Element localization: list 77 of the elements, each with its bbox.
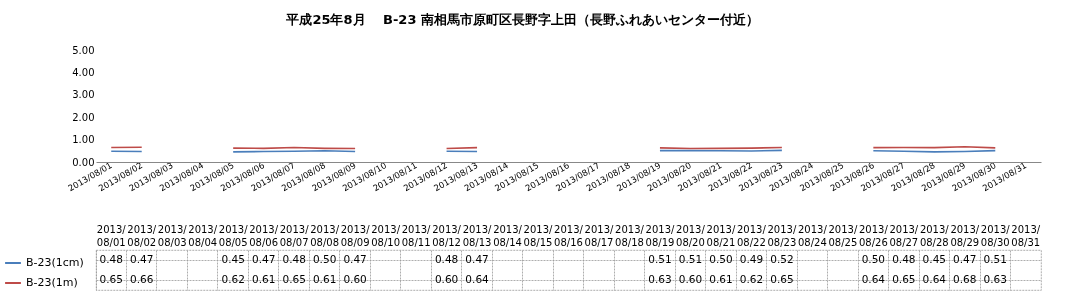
data-label: 0.51 (983, 253, 1007, 265)
legend-label: B-23(1cm) (26, 256, 84, 269)
category-label: 2013/08/19 (645, 223, 675, 248)
data-label: 0.51 (678, 253, 703, 265)
y-tick-label: 4.00 (72, 66, 95, 78)
data-label: 0.62 (221, 273, 245, 285)
data-label: 0.65 (282, 273, 306, 285)
category-label: 2013/08/18 (615, 223, 644, 248)
category-label: 2013/08/15 (523, 223, 553, 248)
data-label: 0.63 (983, 273, 1007, 285)
category-label: 2013/08/02 (127, 223, 157, 248)
category-label: 2013/08/26 (858, 223, 888, 248)
category-label: 2013/08/09 (340, 223, 370, 248)
data-label: 0.65 (99, 273, 123, 285)
category-label: 2013/08/08 (310, 223, 340, 248)
y-tick-label: 5.00 (72, 44, 95, 56)
data-label: 0.60 (343, 273, 367, 285)
category-label: 2013/08/11 (401, 223, 431, 248)
data-label: 0.50 (861, 253, 886, 265)
category-label: 2013/08/14 (493, 223, 522, 248)
data-label: 0.50 (312, 253, 337, 265)
data-label: 0.51 (648, 253, 672, 265)
category-label: 2013/08/04 (188, 223, 218, 248)
y-tick-label: 1.00 (72, 134, 95, 146)
data-label: 0.52 (770, 253, 794, 265)
category-label: 2013/08/06 (249, 223, 279, 248)
y-tick-label: 3.00 (72, 89, 95, 101)
data-label: 0.48 (434, 253, 459, 265)
category-label: 2013/08/07 (279, 223, 309, 248)
data-label: 0.61 (251, 273, 276, 285)
data-label: 0.61 (709, 273, 733, 285)
data-label: 0.66 (130, 273, 154, 285)
data-label: 0.62 (739, 273, 764, 285)
data-label: 0.47 (130, 253, 154, 265)
data-label: 0.45 (221, 253, 245, 265)
data-label: 0.47 (953, 253, 977, 265)
category-label: 2013/08/13 (462, 223, 492, 248)
category-label: 2013/08/31 (1011, 223, 1041, 248)
data-label: 0.65 (892, 273, 916, 285)
category-label: 2013/08/12 (432, 223, 461, 248)
category-label: 2013/08/17 (584, 223, 614, 248)
data-label: 0.60 (434, 273, 459, 285)
data-label: 0.50 (709, 253, 733, 265)
y-tick-label: 2.00 (72, 111, 95, 123)
category-label: 2013/08/24 (797, 223, 827, 248)
data-label: 0.64 (465, 273, 490, 285)
data-label: 0.48 (99, 253, 123, 265)
data-label: 0.65 (770, 273, 794, 285)
data-label: 0.64 (922, 273, 947, 285)
data-label: 0.45 (922, 253, 946, 265)
category-label: 2013/08/27 (889, 223, 919, 248)
category-label: 2013/08/21 (706, 223, 736, 248)
data-label: 0.60 (678, 273, 703, 285)
legend-label: B-23(1m) (26, 276, 78, 289)
category-label: 2013/08/01 (96, 223, 126, 248)
category-label: 2013/08/29 (950, 223, 980, 248)
category-label: 2013/08/16 (554, 223, 583, 248)
data-label: 0.47 (343, 253, 367, 265)
category-label: 2013/08/25 (828, 223, 858, 248)
category-label: 2013/08/22 (736, 223, 766, 248)
data-label: 0.64 (861, 273, 886, 285)
data-label: 0.68 (953, 273, 977, 285)
category-label: 2013/08/05 (218, 223, 248, 248)
category-label: 2013/08/20 (676, 223, 705, 248)
data-label: 0.63 (648, 273, 672, 285)
category-label: 2013/08/28 (919, 223, 949, 248)
data-label: 0.49 (739, 253, 764, 265)
category-label: 2013/08/10 (371, 223, 401, 248)
category-label: 2013/08/03 (157, 223, 187, 248)
data-label: 0.47 (251, 253, 276, 265)
data-label: 0.48 (282, 253, 306, 265)
data-label: 0.47 (465, 253, 489, 265)
data-label: 0.61 (312, 273, 337, 285)
chart-title: 平成25年8月 B-23 南相馬市原町区長野字上田（長野ふれあいセンター付近） (285, 12, 759, 27)
category-label: 2013/08/23 (767, 223, 797, 248)
category-label: 2013/08/30 (980, 223, 1010, 248)
data-label: 0.48 (892, 253, 916, 265)
